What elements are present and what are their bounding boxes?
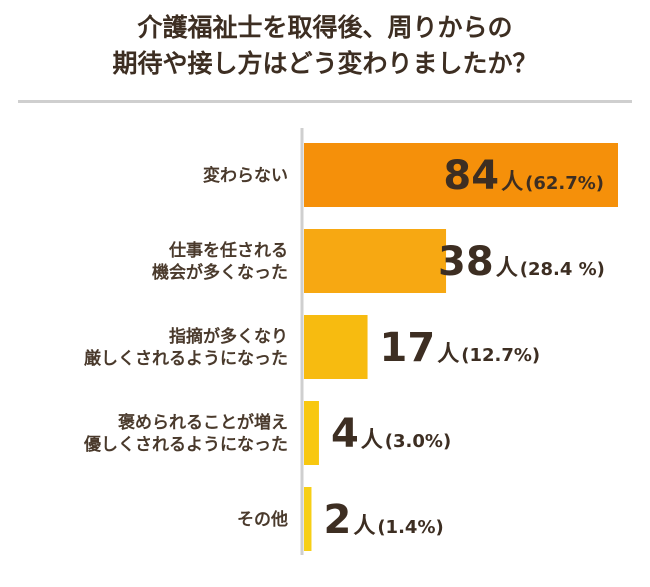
category-label-3-1: 優しくされるようになった <box>83 434 288 455</box>
chart-title: 介護福祉士を取得後、周りからの 期待や接し方はどう変わりましたか？ <box>0 10 650 82</box>
value-label-1: 38人 (28.4 %) <box>438 239 605 285</box>
value-number-4: 2 <box>323 497 351 543</box>
category-label-4-0: その他 <box>237 509 288 530</box>
category-label-2-1: 厳しくされるようになった <box>84 348 288 369</box>
value-unit-2: 人 <box>437 342 459 367</box>
value-percent-1: (28.4 %) <box>520 259 605 280</box>
category-label-1-1: 機会が多くなった <box>152 262 288 283</box>
bar-3 <box>304 401 319 465</box>
value-number-3: 4 <box>331 411 359 457</box>
chart-title-line-2: 期待や接し方はどう変わりましたか？ <box>112 49 538 78</box>
bar-1 <box>304 229 447 293</box>
title-divider <box>18 100 632 103</box>
value-unit-3: 人 <box>361 428 383 453</box>
value-label-0: 84人 (62.7%) <box>443 153 604 199</box>
value-percent-2: (12.7%) <box>461 345 540 366</box>
value-percent-3: (3.0%) <box>385 431 451 452</box>
value-number-1: 38 <box>438 239 494 285</box>
value-percent-4: (1.4%) <box>377 517 443 538</box>
value-unit-0: 人 <box>501 170 523 195</box>
value-label-3: 4人 (3.0%) <box>331 411 451 457</box>
category-label-3-0: 褒められることが増え <box>117 412 288 433</box>
value-number-0: 84 <box>443 153 499 199</box>
value-unit-4: 人 <box>353 514 375 539</box>
chart-title-line-1: 介護福祉士を取得後、周りからの <box>137 13 513 42</box>
value-label-2: 17人 (12.7%) <box>380 325 541 371</box>
bar-4 <box>304 487 312 551</box>
value-percent-0: (62.7%) <box>525 173 604 194</box>
bar-2 <box>304 315 368 379</box>
category-label-0-0: 変わらない <box>203 165 288 186</box>
value-label-4: 2人 (1.4%) <box>323 497 443 543</box>
value-number-2: 17 <box>380 325 436 371</box>
bar-0 <box>304 143 618 207</box>
category-label-1-0: 仕事を任される <box>168 240 288 261</box>
value-unit-1: 人 <box>496 256 518 281</box>
category-label-2-0: 指摘が多くなり <box>169 326 288 347</box>
